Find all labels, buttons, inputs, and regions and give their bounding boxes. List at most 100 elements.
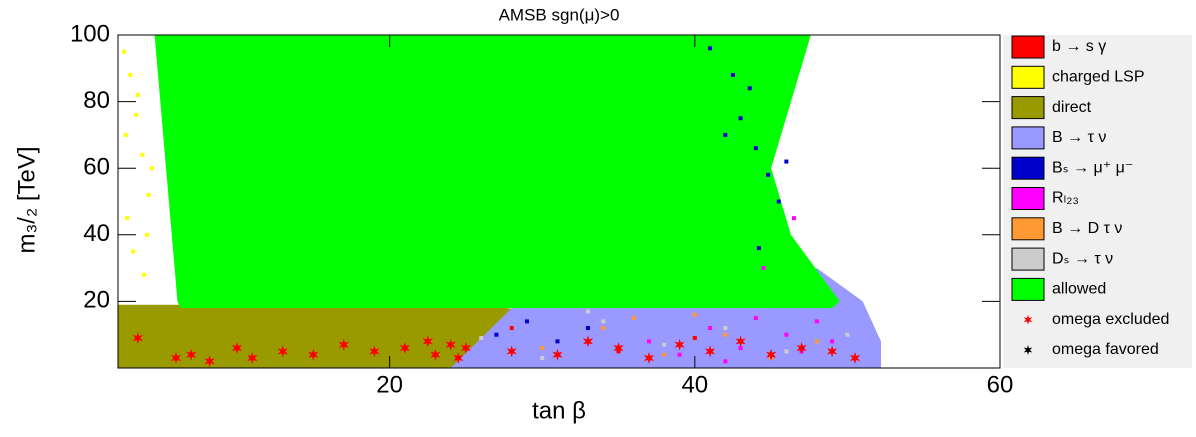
point	[761, 266, 766, 271]
point	[784, 349, 789, 354]
legend-label: B → τ ν	[1052, 129, 1106, 146]
point	[369, 345, 380, 358]
point	[144, 232, 149, 237]
point	[756, 246, 761, 251]
y-axis-label: m₃/₂ [TeV]	[13, 146, 40, 253]
y-tick-label: 80	[83, 87, 110, 114]
point	[494, 332, 499, 337]
plot-frame	[117, 34, 1001, 369]
point	[677, 352, 682, 357]
legend-swatch	[1023, 345, 1033, 355]
plot-area	[118, 35, 881, 368]
point	[723, 132, 728, 137]
point	[723, 326, 728, 331]
x-tick-label: 20	[376, 371, 403, 398]
point	[524, 319, 529, 324]
point	[647, 339, 652, 344]
legend-label: b → s γ	[1052, 38, 1106, 55]
point	[540, 346, 545, 351]
point	[552, 348, 563, 361]
point	[613, 342, 624, 354]
point	[830, 339, 835, 344]
point	[140, 152, 145, 157]
point	[146, 192, 151, 197]
point	[814, 339, 819, 344]
point	[845, 332, 850, 337]
point	[170, 352, 182, 364]
point	[784, 159, 789, 164]
legend-label: Dₛ → τ ν	[1052, 250, 1113, 267]
point	[277, 345, 288, 358]
point	[555, 339, 560, 344]
point	[631, 316, 636, 321]
point	[692, 312, 697, 317]
legend-swatch	[1023, 314, 1033, 325]
region	[154, 35, 840, 309]
point	[791, 216, 796, 221]
point	[506, 345, 517, 358]
point	[776, 199, 781, 204]
point	[814, 319, 819, 324]
point	[735, 335, 746, 348]
point	[704, 345, 716, 358]
point	[123, 132, 128, 137]
y-tick-label: 20	[83, 287, 110, 314]
point	[766, 172, 771, 177]
legend-swatch	[1011, 156, 1045, 180]
legend-swatch	[1011, 65, 1045, 89]
point	[582, 335, 594, 348]
legend-swatch	[1011, 217, 1045, 241]
point	[445, 338, 456, 351]
point	[601, 319, 606, 324]
point	[128, 72, 133, 77]
point	[453, 352, 464, 364]
legend-label: Bₛ → μ⁺ μ⁻	[1052, 159, 1133, 176]
point	[692, 336, 697, 341]
legend-label: direct	[1052, 99, 1092, 116]
point	[738, 346, 743, 351]
chart-title: AMSB sgn(μ)>0	[499, 5, 620, 24]
point	[430, 348, 441, 361]
point	[723, 359, 728, 364]
point	[849, 352, 861, 364]
y-tick-label: 100	[70, 20, 110, 47]
point	[132, 332, 143, 344]
point	[662, 352, 667, 357]
legend-label: allowed	[1052, 281, 1106, 298]
legend-label: Rₗ₂₃	[1052, 190, 1079, 207]
point	[134, 112, 139, 117]
point	[135, 92, 140, 97]
point	[131, 249, 136, 254]
point	[422, 335, 433, 348]
point	[747, 86, 752, 91]
point	[204, 355, 215, 368]
point	[730, 72, 735, 77]
y-tick-label: 60	[83, 154, 110, 181]
point	[708, 46, 713, 51]
x-axis-label: tan β	[532, 397, 586, 424]
legend-swatch	[1011, 187, 1045, 210]
point	[186, 348, 197, 361]
point	[753, 316, 758, 321]
point	[338, 338, 349, 351]
legend-swatch	[1011, 35, 1045, 59]
legend-label: charged LSP	[1052, 69, 1145, 86]
point	[509, 326, 514, 331]
point	[149, 166, 154, 171]
point	[601, 326, 606, 331]
point	[765, 348, 777, 361]
x-tick-label: 60	[987, 371, 1014, 398]
legend-label: B → D τ ν	[1052, 220, 1122, 237]
point	[826, 345, 838, 358]
point	[662, 342, 667, 347]
legend-swatch	[1011, 277, 1045, 301]
point	[674, 338, 685, 351]
point	[784, 332, 789, 337]
point	[585, 309, 590, 314]
legend-label: omega excluded	[1052, 311, 1169, 328]
point	[708, 326, 713, 331]
x-tick-label: 40	[681, 371, 708, 398]
point	[738, 116, 743, 121]
point	[308, 348, 319, 361]
